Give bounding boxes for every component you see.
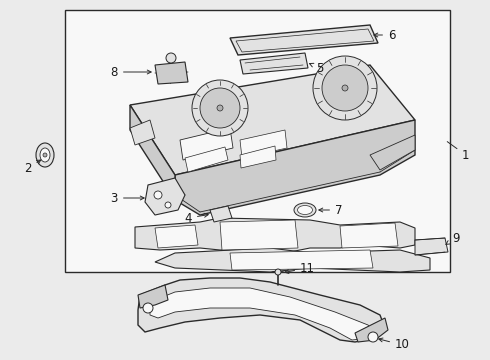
Ellipse shape [36,143,54,167]
Text: 9: 9 [446,231,460,244]
Polygon shape [220,220,298,250]
Text: 4: 4 [185,212,208,225]
Polygon shape [130,105,175,200]
Circle shape [192,80,248,136]
Polygon shape [175,120,415,215]
Polygon shape [155,225,198,248]
Polygon shape [138,285,168,308]
Circle shape [143,303,153,313]
Polygon shape [340,223,398,248]
Polygon shape [185,147,228,172]
Polygon shape [145,178,185,215]
Circle shape [322,65,368,111]
Polygon shape [355,318,388,342]
Polygon shape [135,218,415,252]
Polygon shape [230,250,373,270]
Text: 1: 1 [447,141,469,162]
Circle shape [200,88,240,128]
Text: 3: 3 [111,192,144,204]
Circle shape [217,105,223,111]
Circle shape [154,191,162,199]
Ellipse shape [294,203,316,217]
Bar [65,10,450,272]
Polygon shape [130,120,155,145]
Polygon shape [240,146,276,168]
Circle shape [275,269,281,275]
Polygon shape [138,278,385,342]
Polygon shape [415,238,448,255]
Circle shape [342,85,348,91]
Polygon shape [240,53,308,74]
Polygon shape [155,62,188,84]
Circle shape [165,202,171,208]
Circle shape [313,56,377,120]
Circle shape [43,153,47,157]
Text: 8: 8 [111,66,151,78]
Polygon shape [155,248,430,272]
Polygon shape [240,130,287,158]
Text: 6: 6 [374,28,395,41]
Circle shape [166,53,176,63]
Text: 11: 11 [285,261,315,274]
Polygon shape [230,25,378,55]
Text: 10: 10 [379,338,410,351]
Ellipse shape [40,148,50,162]
Text: 7: 7 [319,203,343,216]
Polygon shape [150,288,375,340]
Polygon shape [210,206,232,222]
Ellipse shape [297,206,313,215]
Polygon shape [180,128,233,160]
Text: 5: 5 [310,62,323,75]
Polygon shape [370,135,415,170]
Polygon shape [130,65,415,175]
Circle shape [368,332,378,342]
Text: 2: 2 [24,160,41,175]
